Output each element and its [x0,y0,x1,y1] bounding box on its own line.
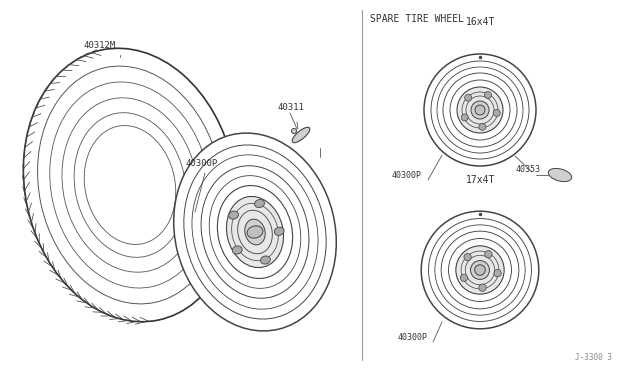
Circle shape [493,109,500,116]
Text: 40300P: 40300P [398,333,428,342]
Circle shape [464,253,471,261]
Ellipse shape [247,226,263,238]
Ellipse shape [275,227,284,235]
Circle shape [475,265,485,275]
Ellipse shape [227,196,284,267]
Circle shape [421,211,539,329]
Text: 40300P: 40300P [185,159,217,168]
Ellipse shape [255,199,264,208]
Circle shape [475,105,485,115]
Text: 16x4T: 16x4T [466,17,495,27]
Text: 40311: 40311 [277,103,304,112]
Circle shape [484,251,492,258]
Circle shape [471,101,489,119]
Ellipse shape [228,211,239,219]
Text: SPARE TIRE WHEEL: SPARE TIRE WHEEL [370,14,464,24]
Circle shape [494,269,501,277]
Circle shape [461,114,468,121]
Ellipse shape [245,219,265,245]
Text: 40312M: 40312M [83,41,115,50]
Circle shape [470,260,490,279]
Ellipse shape [24,48,237,322]
Text: 40300P: 40300P [392,171,422,180]
Circle shape [457,87,503,133]
Circle shape [479,284,486,291]
Circle shape [424,54,536,166]
Ellipse shape [260,256,270,264]
Ellipse shape [548,169,572,182]
Ellipse shape [173,133,336,331]
Circle shape [465,94,472,101]
Ellipse shape [292,127,310,143]
Text: 17x4T: 17x4T [466,175,495,185]
Circle shape [456,246,504,294]
Circle shape [479,124,486,130]
Ellipse shape [232,246,242,254]
Circle shape [460,274,468,282]
Circle shape [484,92,492,99]
Text: J-3300 3: J-3300 3 [575,353,612,362]
Circle shape [291,128,296,134]
Text: 40353: 40353 [516,165,541,174]
